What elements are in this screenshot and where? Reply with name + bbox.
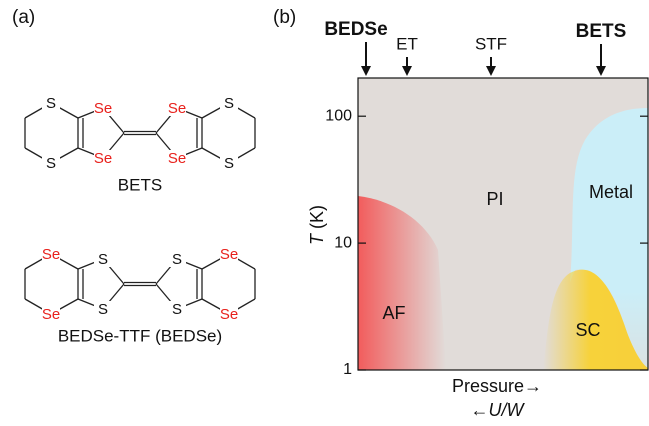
arrow-label: BEDSe <box>324 19 387 40</box>
y-axis-label: T (K) <box>307 205 327 245</box>
atom: S <box>224 155 234 172</box>
atom-bg <box>94 251 112 267</box>
atom-bg <box>168 251 186 267</box>
phase-diagram <box>357 77 649 371</box>
atom-bg <box>220 246 238 262</box>
y-tick-label: 1 <box>343 361 352 378</box>
atom-bg <box>168 150 186 166</box>
atom: S <box>46 155 56 172</box>
arrow-head <box>596 66 606 76</box>
metal-region <box>570 108 648 370</box>
region-label: SC <box>575 320 600 340</box>
atom: S <box>224 95 234 112</box>
arrow-head <box>486 66 496 76</box>
atom: S <box>172 251 182 268</box>
atom-bg <box>168 301 186 317</box>
atom: S <box>46 95 56 112</box>
molecule-name: BEDSe-TTF (BEDSe) <box>58 326 222 345</box>
atom-bg <box>168 100 186 116</box>
y-tick-label: 100 <box>325 107 352 124</box>
atom: Se <box>168 150 186 167</box>
atom-bg <box>220 155 238 171</box>
atom-bg <box>42 306 60 322</box>
arrow-label: BETS <box>576 21 627 42</box>
atom-bg <box>220 95 238 111</box>
molecules: S S Se Se Se Se S S BETS Se Se S S S S Se Se BEDSe-TTF (B… <box>24 95 256 345</box>
y-axis-var: T <box>307 232 327 245</box>
atom-bg <box>94 301 112 317</box>
y-tick-label: 10 <box>334 234 352 251</box>
atom: Se <box>42 246 60 263</box>
panel-label: (a) <box>12 7 35 28</box>
sc-region <box>543 269 648 370</box>
axes: 1 10 100 BEDSe ET STF BETS T (K) Pressure→ ←U/W PI M… <box>307 19 648 420</box>
atom: Se <box>168 100 186 117</box>
arrow-label: STF <box>475 34 507 53</box>
molecule: S S Se Se Se Se S S BETS <box>24 95 256 194</box>
atom-bg <box>94 100 112 116</box>
atom-bg <box>94 150 112 166</box>
af-region <box>358 196 446 370</box>
arrow-head <box>402 66 412 76</box>
region-label: PI <box>486 189 503 209</box>
x-axis-label: Pressure→ <box>452 376 542 396</box>
atom-bg <box>220 306 238 322</box>
atom: Se <box>94 150 112 167</box>
region-label: Metal <box>589 182 633 202</box>
atom-bg <box>42 246 60 262</box>
plot-frame <box>357 77 649 371</box>
region-label: AF <box>382 303 405 323</box>
atom-bg <box>42 95 60 111</box>
atom: Se <box>42 306 60 323</box>
atom: S <box>172 301 182 318</box>
atom: S <box>98 251 108 268</box>
molecule: Se Se S S S S Se Se BEDSe-TTF (BEDSe) <box>24 246 256 345</box>
atom: Se <box>220 246 238 263</box>
atom: Se <box>220 306 238 323</box>
atom: Se <box>94 100 112 117</box>
atom-bg <box>42 155 60 171</box>
arrow-head <box>361 66 371 76</box>
arrow-label: ET <box>396 34 418 53</box>
panel-label: (b) <box>273 7 296 28</box>
molecule-name: BETS <box>118 175 162 194</box>
y-axis-unit: (K) <box>307 205 327 229</box>
atom: S <box>98 301 108 318</box>
x-axis-label-2: ←U/W <box>471 400 526 420</box>
